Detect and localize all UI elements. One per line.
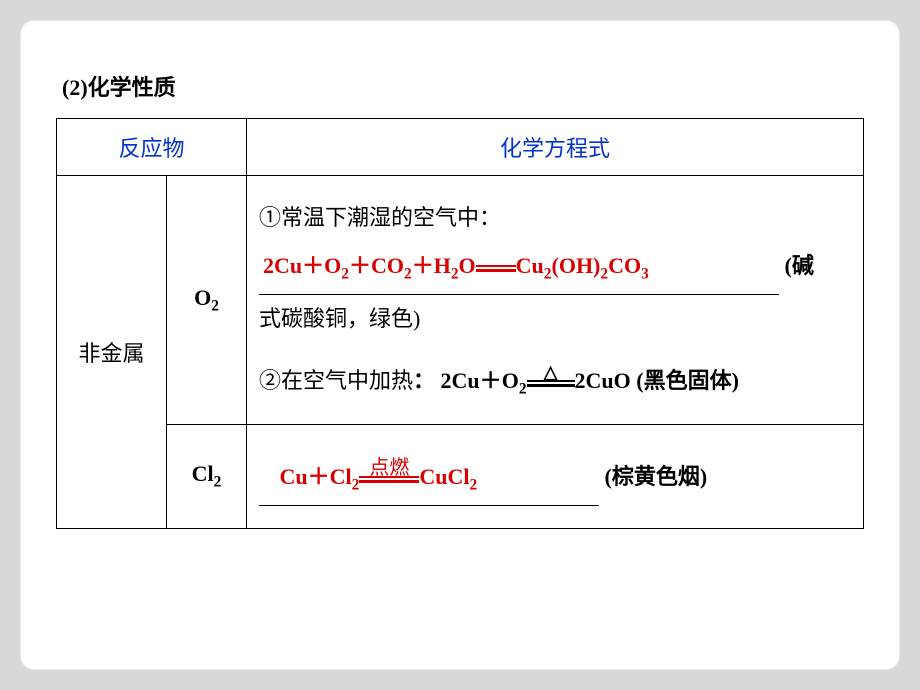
eq-part: CO: [371, 253, 404, 278]
eq-sub: 2: [600, 266, 608, 283]
eq-part: H: [434, 253, 451, 278]
colon: ：: [413, 368, 435, 393]
slide-page: (2)化学性质 反应物 化学方程式 非金属 O2 ①常温下潮湿的空气中：: [20, 20, 900, 670]
eq-sign-heat: △: [527, 378, 575, 389]
eq-part: 2CuO: [575, 368, 631, 393]
table-header-row: 反应物 化学方程式: [57, 119, 864, 176]
eq-sub: 3: [641, 266, 649, 283]
o2-line1-underline: 2Cu＋O2＋CO2＋H2OCu2(OH)2CO3: [259, 242, 779, 294]
eq-sub: 2: [404, 266, 412, 283]
section-title-text: 化学性质: [88, 75, 176, 100]
ignite-label: 点燃: [359, 458, 419, 478]
eq-part: Cu: [516, 253, 544, 278]
eq-part: Cl: [330, 464, 352, 489]
section-title: (2)化学性质: [56, 70, 864, 102]
o2-eq2: 2Cu＋O2△2CuO: [441, 368, 637, 393]
eq-sign-ignite: 点燃: [359, 474, 419, 485]
eq-part: O: [502, 368, 519, 393]
reactant-cl2-sub: 2: [214, 474, 222, 491]
eq-sub: 2: [451, 266, 459, 283]
header-equation: 化学方程式: [247, 119, 864, 176]
o2-line2-suffix: (黑色固体): [636, 368, 739, 393]
eq-plus: ＋: [412, 253, 434, 278]
heat-symbol: △: [527, 363, 575, 381]
eq-sub: 2: [519, 380, 527, 397]
eq-sub: 2: [544, 266, 552, 283]
eq-plus: ＋: [480, 368, 502, 393]
eq-sign: [476, 263, 516, 274]
o2-eq1: 2Cu＋O2＋CO2＋H2OCu2(OH)2CO3: [263, 253, 649, 278]
eq-part: CO: [608, 253, 641, 278]
eq-plus: ＋: [349, 253, 371, 278]
o2-line1-eq: 2Cu＋O2＋CO2＋H2OCu2(OH)2CO3 (碱: [259, 242, 851, 294]
eq-sub: 2: [352, 477, 360, 494]
eq-sub: 2: [341, 266, 349, 283]
group-cell: 非金属: [57, 176, 167, 529]
header-reactant: 反应物: [57, 119, 247, 176]
o2-line1-suffix-open: (碱: [785, 253, 814, 278]
eq-part: Cu: [280, 464, 308, 489]
o2-line2: ②在空气中加热： 2Cu＋O2△2CuO (黑色固体): [259, 357, 851, 406]
eq-plus: ＋: [302, 253, 324, 278]
reactant-o2-sub: 2: [211, 297, 219, 314]
cl2-eq: Cu＋Cl2点燃CuCl2: [274, 464, 483, 489]
eq-part: 2Cu: [263, 253, 302, 278]
spacer: [259, 343, 851, 357]
table-row: 非金属 O2 ①常温下潮湿的空气中： 2Cu＋O2＋CO2＋H2OCu2(OH)…: [57, 176, 864, 425]
o2-line2-prefix: ②在空气中加热: [259, 368, 413, 393]
eq-part: O: [459, 253, 476, 278]
section-number: (2): [62, 75, 88, 100]
eq-part: 2Cu: [441, 368, 480, 393]
chemistry-table: 反应物 化学方程式 非金属 O2 ①常温下潮湿的空气中： 2Cu＋O: [56, 118, 864, 529]
eq-part: (OH): [552, 253, 601, 278]
cl2-underline: Cu＋Cl2点燃CuCl2: [259, 453, 599, 505]
reactant-o2: O2: [167, 176, 247, 425]
eq-plus: ＋: [308, 464, 330, 489]
o2-line1-prefix: ①常温下潮湿的空气中：: [259, 205, 501, 230]
cl2-suffix: (棕黄色烟): [605, 464, 708, 489]
o2-line1: ①常温下潮湿的空气中：: [259, 194, 851, 242]
cl2-line: Cu＋Cl2点燃CuCl2 (棕黄色烟): [259, 453, 851, 505]
reactant-cl2: Cl2: [167, 425, 247, 528]
table-row: Cl2 Cu＋Cl2点燃CuCl2 (棕黄色烟): [57, 425, 864, 528]
eq-part: O: [324, 253, 341, 278]
eq-sub: 2: [469, 477, 477, 494]
reactant-cl2-base: Cl: [192, 461, 214, 486]
equation-cell-o2: ①常温下潮湿的空气中： 2Cu＋O2＋CO2＋H2OCu2(OH)2CO3 (碱…: [247, 176, 864, 425]
eq-part: CuCl: [419, 464, 469, 489]
reactant-o2-base: O: [194, 285, 211, 310]
o2-line1-suffix-rest: 式碳酸铜，绿色): [259, 295, 851, 343]
equation-cell-cl2: Cu＋Cl2点燃CuCl2 (棕黄色烟): [247, 425, 864, 528]
